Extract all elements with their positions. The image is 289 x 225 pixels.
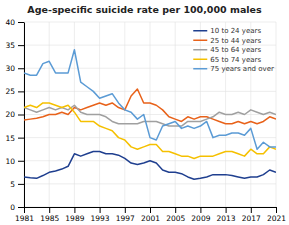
legend-swatch [193, 30, 207, 32]
x-tick-mark [175, 207, 176, 213]
legend-item: 10 to 24 years [193, 27, 261, 35]
legend-label: 25 to 44 years [210, 37, 261, 45]
y-tick-label: 0 [10, 203, 15, 212]
legend-item: 45 to 64 years [193, 46, 261, 54]
x-tick: 2017 [242, 207, 261, 223]
x-tick-label: 1985 [40, 214, 59, 223]
y-tick: 15 [5, 134, 24, 143]
y-tick-label: 35 [5, 41, 15, 50]
x-tick: 1985 [40, 207, 59, 223]
x-tick: 2009 [191, 207, 210, 223]
y-tick-label: 5 [10, 180, 15, 189]
legend-item: 65 to 74 years [193, 56, 261, 64]
x-tick-label: 1993 [91, 214, 110, 223]
y-tick-mark [18, 161, 24, 162]
x-tick: 1997 [116, 207, 135, 223]
legend-swatch [193, 68, 207, 70]
x-tick: 2001 [141, 207, 160, 223]
y-tick: 25 [5, 87, 24, 96]
y-tick-mark [18, 184, 24, 185]
series-group [24, 50, 276, 180]
legend-label: 10 to 24 years [210, 27, 261, 35]
x-tick: 2013 [217, 207, 236, 223]
x-tick-mark [276, 207, 277, 213]
grid [24, 22, 276, 207]
y-tick-mark [18, 22, 24, 23]
y-tick: 30 [5, 64, 24, 73]
legend-swatch [193, 49, 207, 51]
y-tick-label: 25 [5, 87, 15, 96]
legend-label: 75 years and over [210, 65, 274, 73]
y-tick: 20 [5, 110, 24, 119]
x-tick-label: 2021 [267, 214, 286, 223]
legend-swatch [193, 40, 207, 42]
x-tick-mark [251, 207, 252, 213]
y-tick-mark [18, 45, 24, 46]
series-line [24, 89, 276, 124]
legend: 10 to 24 years 25 to 44 years45 to 64 yea… [193, 27, 274, 73]
x-tick-mark [49, 207, 50, 213]
y-tick-label: 20 [5, 110, 15, 119]
series-line [24, 103, 276, 159]
x-tick: 2021 [267, 207, 286, 223]
y-axis-line [24, 23, 25, 208]
x-axis: 1981 1985 1989 1993 1997 2001 2005 2009 2013 2017… [15, 207, 286, 223]
x-tick-label: 2005 [166, 214, 185, 223]
x-tick-label: 2001 [141, 214, 160, 223]
y-tick-label: 40 [5, 18, 15, 27]
y-tick: 35 [5, 41, 24, 50]
x-tick-mark [74, 207, 75, 213]
x-tick-mark [150, 207, 151, 213]
y-tick-mark [18, 68, 24, 69]
x-tick: 1989 [65, 207, 84, 223]
y-tick-label: 10 [5, 157, 15, 166]
x-tick-label: 2013 [217, 214, 236, 223]
y-tick-mark [18, 207, 24, 208]
x-tick-label: 1997 [116, 214, 135, 223]
plot: 1981198519891993199720012005200920132017… [5, 18, 286, 223]
x-tick-mark [200, 207, 201, 213]
legend-label: 65 to 74 years [210, 56, 261, 64]
grid-line-x [150, 22, 151, 207]
grid-line-x [175, 22, 176, 207]
series-line [24, 50, 276, 149]
y-tick: 5 [10, 180, 24, 189]
legend-label: 45 to 64 years [210, 46, 261, 54]
x-tick-mark [226, 207, 227, 213]
x-tick-label: 2017 [242, 214, 261, 223]
y-axis: 0 5 10 15 20 25 30 35 40 [5, 18, 24, 212]
y-tick-label: 15 [5, 134, 15, 143]
chart: Age-specific suicide rate per 100,000 ma… [0, 0, 289, 225]
x-tick-mark [24, 207, 25, 213]
x-tick-mark [125, 207, 126, 213]
y-tick-mark [18, 115, 24, 116]
y-tick: 0 [10, 203, 24, 212]
y-tick: 40 [5, 18, 24, 27]
grid-line-x [124, 22, 125, 207]
x-tick-label: 1981 [15, 214, 34, 223]
title: Age-specific suicide rate per 100,000 ma… [27, 4, 262, 15]
legend-item: 75 years and over [193, 65, 274, 73]
x-tick: 2005 [166, 207, 185, 223]
x-tick-label: 2009 [191, 214, 210, 223]
series-line [24, 152, 276, 180]
legend-swatch [193, 59, 207, 61]
x-tick: 1981 [15, 207, 34, 223]
x-tick-mark [100, 207, 101, 213]
y-tick: 10 [5, 157, 24, 166]
legend-item: 25 to 44 years [193, 37, 261, 45]
series-line [24, 105, 276, 126]
y-tick-label: 30 [5, 64, 15, 73]
x-tick: 1993 [91, 207, 110, 223]
y-tick-mark [18, 91, 24, 92]
x-tick-label: 1989 [65, 214, 84, 223]
y-tick-mark [18, 138, 24, 139]
